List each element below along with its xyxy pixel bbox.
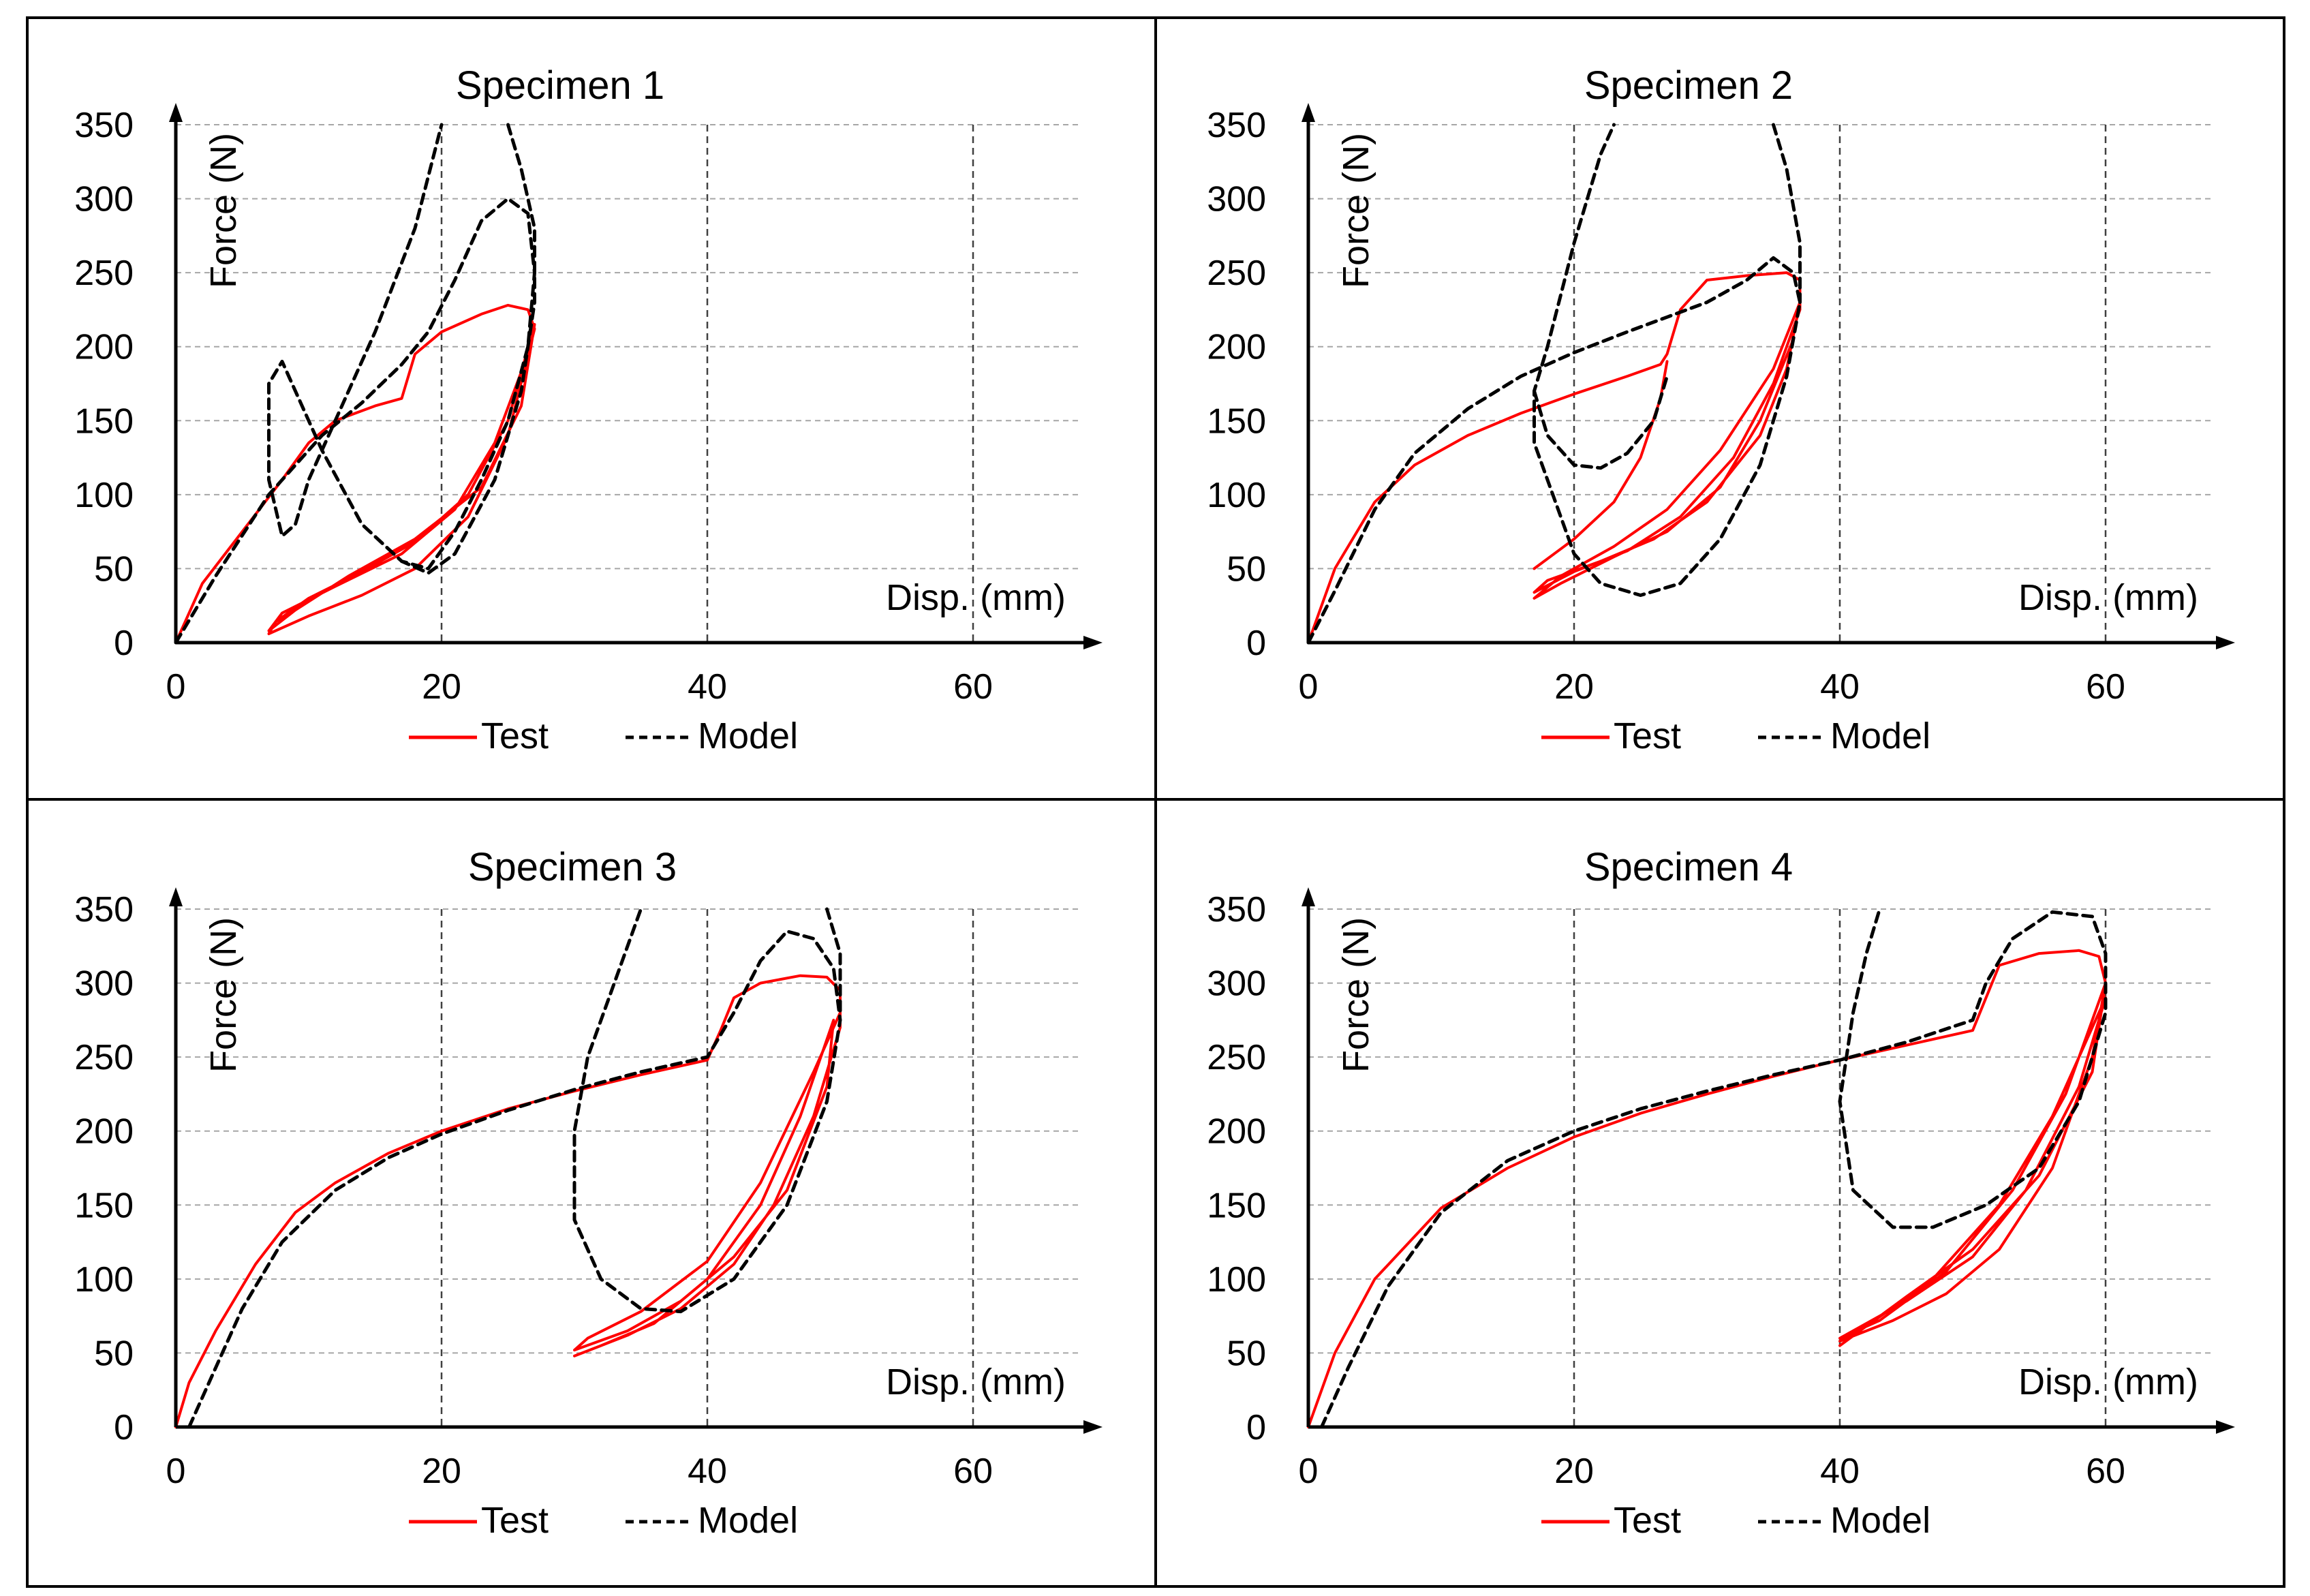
y-tick-label: 0 <box>1246 1408 1266 1447</box>
panel-specimen-1: Specimen 1 0 50 100 150 200 250 300 350 0 20 40 60 F… <box>74 63 1103 756</box>
y-tick-label: 200 <box>74 1112 134 1152</box>
legend-label-model: Model <box>698 1500 798 1541</box>
chart-title: Specimen 2 <box>1584 63 1793 108</box>
y-tick-label: 50 <box>1227 1334 1266 1373</box>
y-tick-label: 350 <box>74 890 134 930</box>
y-axis-label: Force (N) <box>1336 917 1376 1073</box>
x-axis-arrow <box>2216 1420 2235 1434</box>
y-tick-label: 150 <box>1207 401 1266 441</box>
y-tick-label: 0 <box>1246 624 1266 663</box>
x-tick-label: 40 <box>688 667 727 707</box>
y-tick-label: 300 <box>1207 180 1266 219</box>
x-axis-arrow <box>1083 636 1103 649</box>
y-tick-label: 200 <box>1207 328 1266 367</box>
x-tick-label: 20 <box>422 1452 461 1491</box>
y-tick-label: 250 <box>74 254 134 293</box>
y-tick-label: 200 <box>1207 1112 1266 1152</box>
series-line-model <box>187 907 842 1429</box>
legend-label-test: Test <box>481 716 549 756</box>
x-axis-label: Disp. (mm) <box>886 1362 1066 1402</box>
x-tick-label: 40 <box>688 1452 727 1491</box>
panel-frames <box>26 16 2285 1588</box>
y-tick-label: 50 <box>1227 549 1266 589</box>
panel-specimen-3: Specimen 3 0 50 100 150 200 250 300 350 0 20 40 60 F… <box>74 845 1103 1541</box>
series-line-model <box>174 123 536 645</box>
x-tick-label: 0 <box>166 1452 186 1491</box>
x-axis-label: Disp. (mm) <box>886 577 1066 618</box>
y-tick-label: 150 <box>1207 1186 1266 1225</box>
x-tick-label: 20 <box>1554 1452 1594 1491</box>
x-tick-label: 40 <box>1820 667 1860 707</box>
x-tick-label: 20 <box>422 667 461 707</box>
series-line-test <box>174 303 536 644</box>
legend-label-model: Model <box>1830 1500 1930 1541</box>
series-line-model <box>1320 907 2108 1429</box>
series-line-model <box>1772 123 1802 305</box>
x-tick-label: 20 <box>1554 667 1594 707</box>
y-tick-label: 100 <box>74 476 134 515</box>
y-axis-arrow <box>1302 103 1315 122</box>
series-line-test <box>1307 271 1802 644</box>
y-tick-label: 300 <box>74 964 134 1004</box>
y-tick-label: 350 <box>74 106 134 145</box>
panel-specimen-2: Specimen 2 0 50 100 150 200 250 300 350 0 20 40 60 F… <box>1207 63 2235 756</box>
x-tick-label: 60 <box>953 667 993 707</box>
y-tick-label: 350 <box>1207 890 1266 930</box>
y-tick-label: 250 <box>74 1038 134 1077</box>
legend-label-model: Model <box>698 716 798 756</box>
y-axis-arrow <box>169 887 183 906</box>
series-line-model <box>825 907 842 1015</box>
y-tick-label: 150 <box>74 401 134 441</box>
y-tick-label: 0 <box>114 624 134 663</box>
chart-title: Specimen 3 <box>468 845 677 889</box>
series-line-model <box>1533 374 1669 470</box>
legend-label-test: Test <box>1614 1500 1681 1541</box>
y-tick-label: 250 <box>1207 254 1266 293</box>
y-tick-label: 100 <box>74 1260 134 1300</box>
x-tick-label: 60 <box>2086 667 2125 707</box>
plot-area: 0 50 100 150 200 250 300 350 0 20 40 60 Force (N) Dis… <box>74 887 1103 1541</box>
x-tick-label: 60 <box>953 1452 993 1491</box>
x-tick-label: 0 <box>166 667 186 707</box>
x-tick-label: 40 <box>1820 1452 1860 1491</box>
y-tick-label: 100 <box>1207 1260 1266 1300</box>
panel-specimen-4: Specimen 4 0 50 100 150 200 250 300 350 0 20 40 60 F… <box>1207 845 2235 1541</box>
series-line-model <box>400 123 536 575</box>
y-axis-label: Force (N) <box>203 917 244 1073</box>
y-axis-arrow <box>1302 887 1315 906</box>
legend-label-test: Test <box>481 1500 549 1541</box>
plot-area: 0 50 100 150 200 250 300 350 0 20 40 60 Force (N) Dis… <box>74 103 1103 756</box>
plot-area: 0 50 100 150 200 250 300 350 0 20 40 60 Force (N) Dis… <box>1207 887 2235 1541</box>
y-tick-label: 100 <box>1207 476 1266 515</box>
x-axis-arrow <box>2216 636 2235 649</box>
series-line-test <box>1307 949 2107 1428</box>
y-tick-label: 300 <box>74 180 134 219</box>
y-axis-label: Force (N) <box>1336 133 1376 288</box>
x-axis-arrow <box>1083 1420 1103 1434</box>
plot-area: 0 50 100 150 200 250 300 350 0 20 40 60 Force (N) Dis… <box>1207 103 2235 756</box>
series-line-test <box>174 974 842 1428</box>
x-tick-label: 60 <box>2086 1452 2125 1491</box>
x-tick-label: 0 <box>1299 667 1319 707</box>
y-tick-label: 250 <box>1207 1038 1266 1077</box>
chart-title: Specimen 4 <box>1584 845 1793 889</box>
legend-label-test: Test <box>1614 716 1681 756</box>
y-tick-label: 300 <box>1207 964 1266 1004</box>
legend-label-model: Model <box>1830 716 1930 756</box>
chart-title: Specimen 1 <box>456 63 664 108</box>
series-line-model <box>1306 123 1802 645</box>
x-tick-label: 0 <box>1299 1452 1319 1491</box>
y-tick-label: 0 <box>114 1408 134 1447</box>
y-tick-label: 150 <box>74 1186 134 1225</box>
y-tick-label: 350 <box>1207 106 1266 145</box>
x-axis-label: Disp. (mm) <box>2018 577 2198 618</box>
y-tick-label: 200 <box>74 328 134 367</box>
x-axis-label: Disp. (mm) <box>2018 1362 2198 1402</box>
y-tick-label: 50 <box>94 549 134 589</box>
y-tick-label: 50 <box>94 1334 134 1373</box>
y-axis-label: Force (N) <box>203 133 244 288</box>
y-axis-arrow <box>169 103 183 122</box>
